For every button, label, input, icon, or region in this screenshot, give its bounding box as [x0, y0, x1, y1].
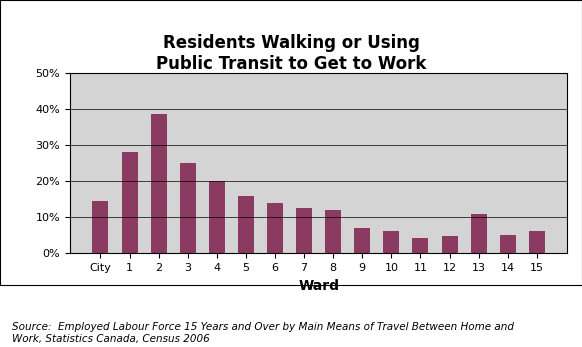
Bar — [500, 235, 516, 253]
Bar — [384, 230, 399, 253]
Bar — [267, 203, 283, 253]
Text: Source:  Employed Labour Force 15 Years and Over by Main Means of Travel Between: Source: Employed Labour Force 15 Years a… — [12, 322, 514, 344]
Text: Residents Walking or Using
Public Transit to Get to Work: Residents Walking or Using Public Transi… — [156, 34, 426, 73]
Bar — [413, 238, 428, 253]
Bar — [209, 181, 225, 253]
X-axis label: Ward: Ward — [298, 279, 339, 293]
Bar — [354, 228, 370, 253]
Bar — [529, 231, 545, 253]
Bar — [471, 214, 487, 253]
Bar — [296, 208, 312, 253]
Bar — [325, 210, 341, 253]
Bar — [238, 196, 254, 253]
Bar — [122, 152, 137, 253]
Bar — [180, 163, 196, 253]
Bar — [442, 236, 457, 253]
Bar — [151, 115, 166, 253]
Bar — [93, 201, 108, 253]
